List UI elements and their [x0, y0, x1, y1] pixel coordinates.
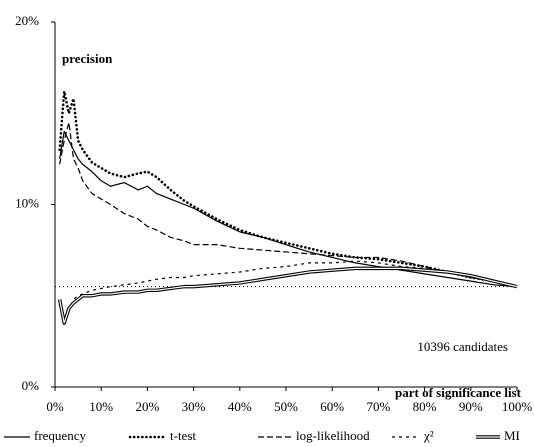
- series-line: [58, 90, 519, 288]
- y-tick-label: 0%: [22, 378, 40, 393]
- annotation: 10396 candidates: [417, 339, 508, 354]
- x-tick-label: 40%: [228, 399, 252, 414]
- x-tick-label: 0%: [46, 399, 64, 414]
- x-tick-label: 50%: [274, 399, 298, 414]
- x-axis-label: part of significance list: [395, 385, 522, 400]
- x-tick-label: 30%: [182, 399, 206, 414]
- x-tick-label: 80%: [413, 399, 437, 414]
- legend-label: t-test: [170, 428, 196, 443]
- series-line: [59, 130, 518, 288]
- y-tick-label: 20%: [15, 13, 39, 28]
- series-line: [57, 266, 518, 325]
- x-tick-label: 10%: [89, 399, 113, 414]
- series-line-inner: [59, 267, 518, 324]
- x-tick-label: 90%: [459, 399, 483, 414]
- series-line: [59, 121, 518, 288]
- legend-label: frequency: [34, 428, 86, 443]
- series-line: [59, 260, 518, 319]
- y-tick-label: 10%: [15, 195, 39, 210]
- x-tick-label: 20%: [135, 399, 159, 414]
- x-tick-label: 100%: [502, 399, 533, 414]
- legend-label: MI: [504, 428, 520, 443]
- x-tick-label: 70%: [366, 399, 390, 414]
- legend-label: χ²: [423, 428, 434, 443]
- x-tick-label: 60%: [320, 399, 344, 414]
- annotation: precision: [62, 51, 113, 66]
- legend-label: log-likelihood: [296, 428, 370, 443]
